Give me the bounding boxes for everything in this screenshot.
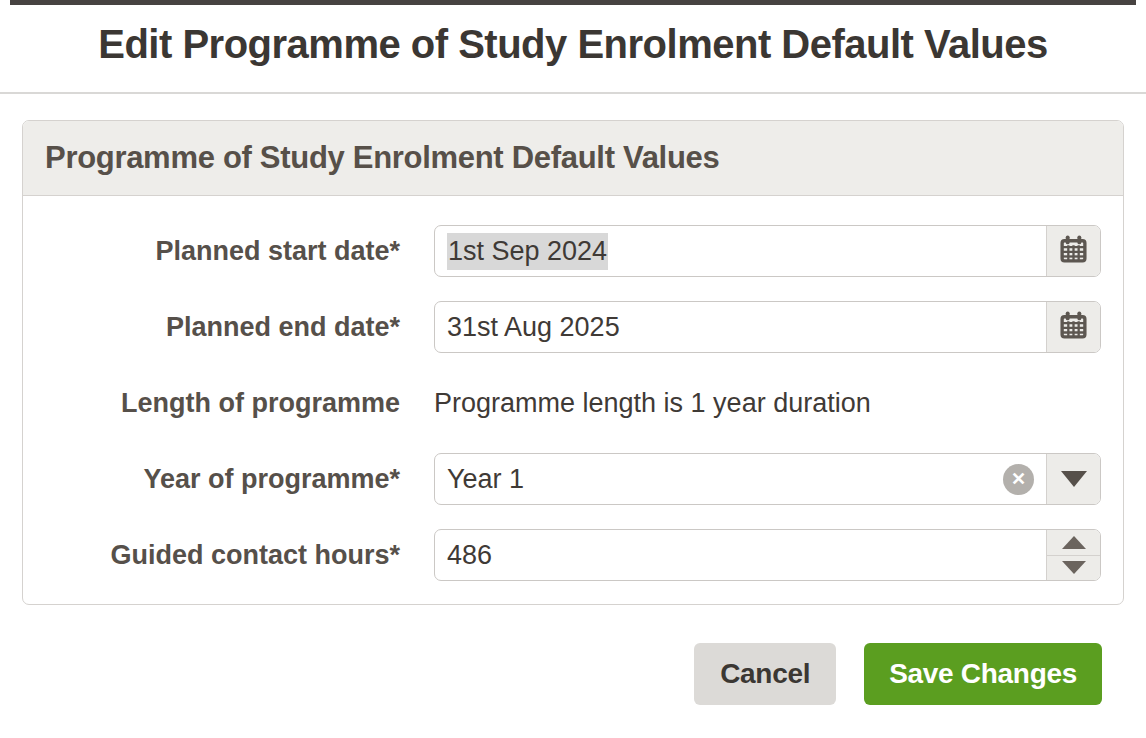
guided-contact-hours-label: Guided contact hours* [45,540,400,571]
planned-end-date-control [434,301,1101,353]
year-of-programme-label: Year of programme* [45,464,400,495]
end-date-calendar-button[interactable] [1046,302,1100,352]
cancel-button[interactable]: Cancel [694,643,836,705]
start-date-calendar-button[interactable] [1046,226,1100,276]
guided-contact-hours-input-group [434,529,1101,581]
page-title: Edit Programme of Study Enrolment Defaul… [20,20,1126,68]
form-row-length-of-programme: Length of programme Programme length is … [45,377,1101,429]
form-row-year-of-programme: Year of programme* Year 1 ✕ [45,453,1101,505]
fieldset-header: Programme of Study Enrolment Default Val… [23,121,1123,196]
dialog-header: Edit Programme of Study Enrolment Defaul… [0,5,1146,94]
planned-start-date-input[interactable]: 1st Sep 2024 [435,226,1046,276]
spinner-increment-button[interactable] [1047,530,1100,556]
programme-length-text: Programme length is 1 year duration [434,388,871,419]
planned-start-date-label: Planned start date* [45,236,400,267]
year-dropdown-button[interactable] [1046,454,1100,504]
year-of-programme-select[interactable]: Year 1 ✕ [434,453,1101,505]
planned-start-date-input-group: 1st Sep 2024 [434,225,1101,277]
dialog-footer: Cancel Save Changes [22,605,1124,705]
form-row-planned-end-date: Planned end date* [45,301,1101,353]
planned-end-date-input-group [434,301,1101,353]
year-of-programme-value: Year 1 [435,454,1003,504]
enrolment-defaults-fieldset: Programme of Study Enrolment Default Val… [22,120,1124,605]
calendar-icon [1058,310,1089,344]
caret-down-icon [1061,471,1087,487]
selected-text: 1st Sep 2024 [447,233,608,270]
calendar-icon [1058,234,1089,268]
fieldset-body: Planned start date* 1st Sep 2024 [23,196,1123,604]
triangle-down-icon [1062,561,1086,574]
fieldset-legend: Programme of Study Enrolment Default Val… [45,140,1101,176]
guided-contact-hours-input[interactable] [435,530,1046,580]
guided-contact-hours-control [434,529,1101,581]
length-of-programme-label: Length of programme [45,388,400,419]
planned-end-date-input[interactable] [435,302,1046,352]
planned-end-date-label: Planned end date* [45,312,400,343]
length-of-programme-control: Programme length is 1 year duration [434,388,1101,419]
dialog-body: Programme of Study Enrolment Default Val… [0,120,1146,705]
form-row-guided-contact-hours: Guided contact hours* [45,529,1101,581]
planned-start-date-control: 1st Sep 2024 [434,225,1101,277]
number-spinner [1046,530,1100,580]
save-changes-button[interactable]: Save Changes [864,643,1102,705]
year-of-programme-control: Year 1 ✕ [434,453,1101,505]
triangle-up-icon [1062,536,1086,549]
spinner-decrement-button[interactable] [1047,556,1100,581]
clear-selection-icon[interactable]: ✕ [1003,464,1034,495]
form-row-planned-start-date: Planned start date* 1st Sep 2024 [45,225,1101,277]
